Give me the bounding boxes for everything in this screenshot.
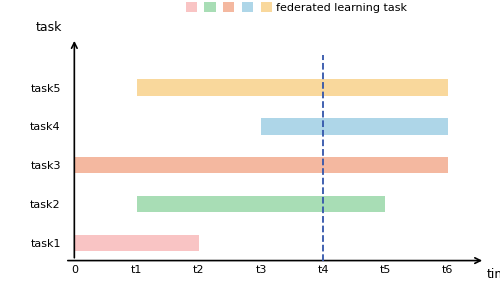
Bar [136, 196, 386, 212]
Text: time: time [486, 268, 500, 281]
Text: task: task [36, 21, 62, 34]
Legend: , , , , federated learning task: , , , , federated learning task [186, 2, 406, 13]
Bar [261, 118, 448, 135]
Bar [74, 235, 199, 251]
Bar [136, 79, 448, 96]
Bar [74, 157, 448, 174]
